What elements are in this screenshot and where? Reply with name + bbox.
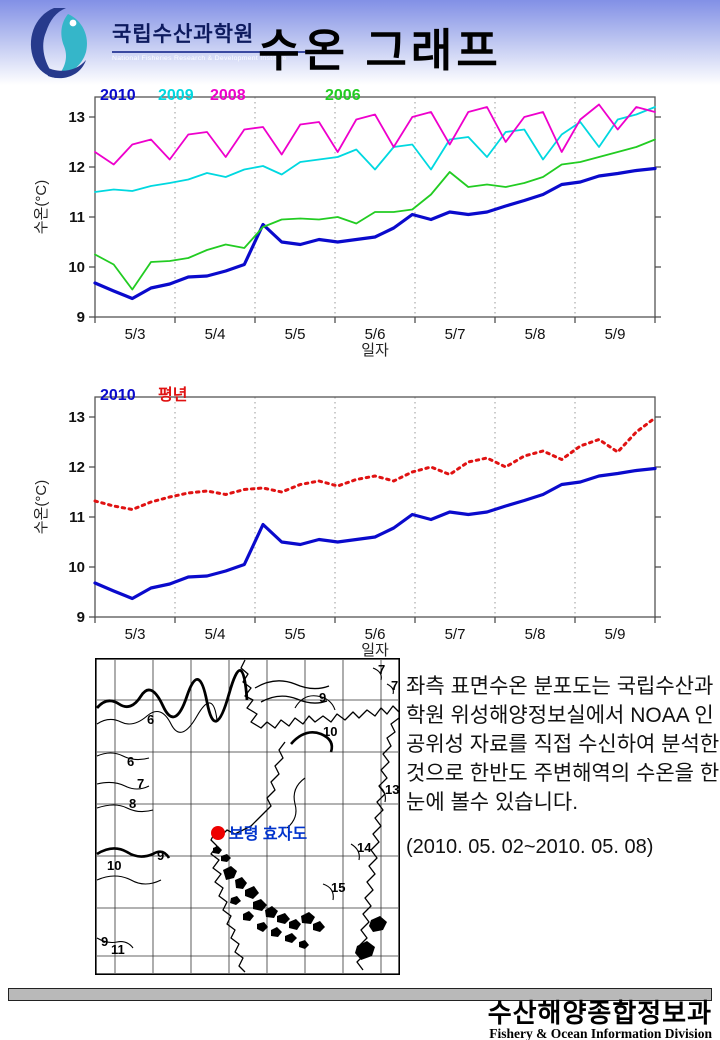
- legend-2010: 2010: [100, 87, 136, 104]
- line-chart-svg: 9 10 11 12 13 5/3 5/4 5/5 5/6 5/7 5/8 5/9 일자 수온(°C) 20…: [33, 87, 661, 359]
- svg-text:9: 9: [77, 309, 85, 326]
- line-chart-svg: 9 10 11 12 13 5/3 5/4 5/5 5/6 5/7 5/8 5/9 일자 수온(°C) 20…: [33, 385, 661, 659]
- map-contours: [95, 667, 394, 949]
- institute-name-block: 국립수산과학원 National Fisheries Research & De…: [112, 18, 327, 62]
- svg-text:5/7: 5/7: [445, 326, 466, 343]
- svg-text:9: 9: [157, 848, 164, 863]
- svg-text:6: 6: [147, 712, 154, 727]
- station-dot: [211, 826, 225, 840]
- svg-text:5/8: 5/8: [525, 326, 546, 343]
- svg-text:수온(°C): 수온(°C): [33, 480, 50, 534]
- header: 국립수산과학원 National Fisheries Research & De…: [0, 0, 720, 85]
- svg-text:7: 7: [378, 662, 385, 677]
- svg-text:11: 11: [69, 509, 85, 526]
- footer: 수산해양종합정보과 Fishery & Ocean Information Di…: [488, 1000, 712, 1040]
- year-vs-normal-temperature-chart: 9 10 11 12 13 5/3 5/4 5/5 5/6 5/7 5/8 5/9 일자 수온(°C) 20…: [30, 385, 670, 663]
- svg-text:5/3: 5/3: [125, 626, 146, 643]
- svg-text:5/9: 5/9: [605, 626, 626, 643]
- institute-name: 국립수산과학원: [112, 23, 255, 46]
- svg-text:8: 8: [129, 796, 136, 811]
- multi-year-temperature-chart: 9 10 11 12 13 5/3 5/4 5/5 5/6 5/7 5/8 5/9 일자 수온(°C) 20…: [30, 85, 670, 363]
- map-islands: [213, 846, 387, 960]
- map-coastlines: [210, 659, 400, 973]
- legend-2006: 2006: [325, 87, 361, 104]
- svg-text:9: 9: [101, 934, 108, 949]
- observation-period: (2010. 05. 02~2010. 05. 08): [406, 836, 654, 858]
- svg-text:5/5: 5/5: [285, 326, 306, 343]
- institute-subtitle: National Fisheries Research & Developmen…: [112, 51, 327, 62]
- svg-text:5/4: 5/4: [205, 626, 226, 643]
- footer-divider-bar: [8, 988, 712, 1001]
- station-label: 보령 효자도: [229, 824, 307, 843]
- map-grid: [97, 660, 398, 973]
- svg-text:12: 12: [68, 459, 85, 476]
- svg-text:9: 9: [77, 609, 85, 626]
- svg-text:15: 15: [331, 880, 345, 895]
- svg-text:수온(°C): 수온(°C): [33, 180, 50, 234]
- sst-contour-map: 7 7 9 10 6 6 7 8 13 9 10 14 15 9 11 보령 효자도: [95, 658, 400, 975]
- division-name-ko: 수산해양종합정보과: [487, 998, 712, 1028]
- svg-text:9: 9: [319, 690, 326, 705]
- svg-text:5/4: 5/4: [205, 326, 226, 343]
- svg-text:5/5: 5/5: [285, 626, 306, 643]
- svg-text:일자: 일자: [361, 342, 389, 359]
- svg-text:10: 10: [68, 559, 85, 576]
- svg-text:5/3: 5/3: [125, 326, 146, 343]
- svg-text:10: 10: [323, 724, 337, 739]
- description-paragraph: 좌측 표면수온 분포도는 국립수산과학원 위성해양정보실에서 NOAA 인공위성…: [406, 675, 720, 814]
- legend-2009: 2009: [158, 87, 194, 104]
- svg-text:5/7: 5/7: [445, 626, 466, 643]
- svg-text:6: 6: [127, 754, 134, 769]
- svg-text:7: 7: [391, 678, 398, 693]
- svg-text:10: 10: [107, 858, 121, 873]
- svg-text:13: 13: [68, 409, 85, 426]
- svg-text:14: 14: [357, 840, 372, 855]
- svg-text:13: 13: [385, 782, 399, 797]
- svg-text:13: 13: [68, 109, 85, 126]
- svg-text:5/9: 5/9: [605, 326, 626, 343]
- svg-text:11: 11: [69, 209, 85, 226]
- svg-text:5/8: 5/8: [525, 626, 546, 643]
- description-block: 좌측 표면수온 분포도는 국립수산과학원 위성해양정보실에서 NOAA 인공위성…: [406, 672, 720, 862]
- svg-text:10: 10: [68, 259, 85, 276]
- svg-text:5/6: 5/6: [365, 326, 386, 343]
- institute-logo-icon: [30, 8, 88, 79]
- legend-2010: 2010: [100, 387, 136, 404]
- svg-text:7: 7: [137, 776, 144, 791]
- division-name-en: Fishery & Ocean Information Division: [489, 1026, 712, 1040]
- page-title: 수온 그래프: [258, 25, 502, 76]
- svg-text:12: 12: [68, 159, 85, 176]
- svg-text:5/6: 5/6: [365, 626, 386, 643]
- svg-text:11: 11: [111, 942, 125, 957]
- legend-2008: 2008: [210, 87, 246, 104]
- svg-text:일자: 일자: [361, 642, 389, 659]
- legend-평년: 평년: [158, 385, 187, 404]
